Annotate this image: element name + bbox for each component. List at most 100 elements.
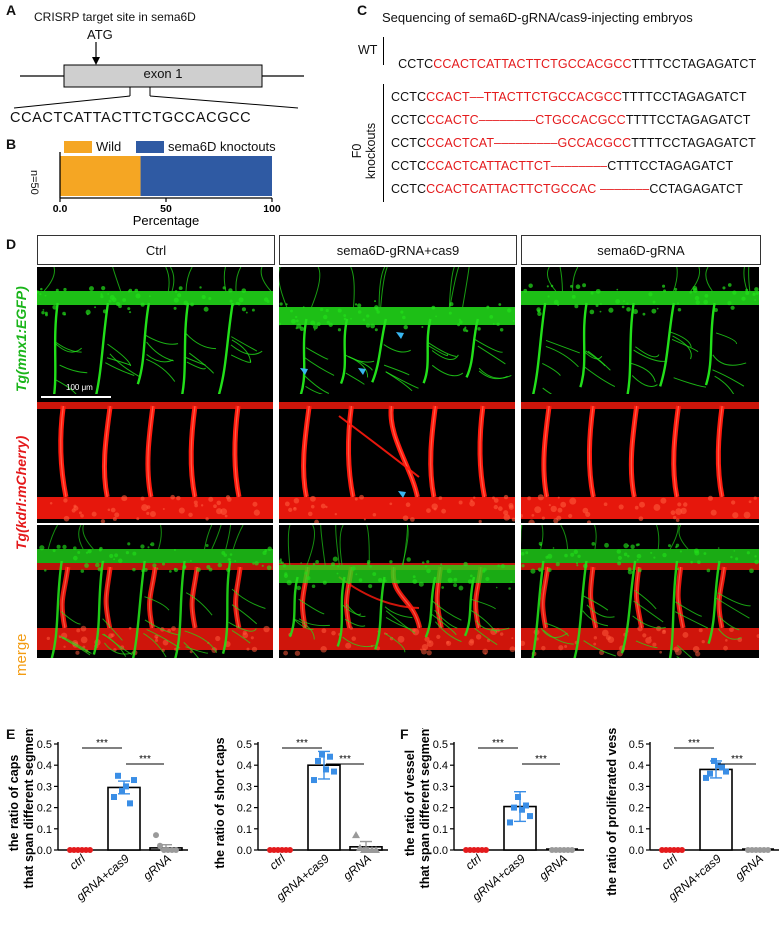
motor-axon	[288, 576, 299, 638]
green-speck	[570, 552, 575, 557]
ko-seq-post: CCTAGAGATCT	[649, 182, 744, 196]
vessel-texture	[521, 513, 523, 518]
data-point	[483, 847, 489, 853]
green-speck	[325, 308, 329, 313]
vessel-texture	[178, 507, 185, 514]
y-tick-label: 0.3	[433, 781, 448, 793]
vessel-texture	[569, 497, 577, 505]
panel-e-letter: E	[6, 726, 16, 742]
axon-branch	[545, 345, 579, 368]
x-category-label: ctrl	[659, 851, 681, 872]
panel-a-title: CRISRP target site in sema6D	[34, 10, 196, 24]
vessel-texture	[493, 498, 499, 503]
green-speck	[174, 549, 176, 552]
vessel-texture	[528, 519, 535, 523]
axon-branch	[631, 375, 658, 387]
vessel-texture	[100, 519, 106, 523]
dorsal-fiber	[170, 267, 175, 292]
green-speck	[667, 544, 672, 548]
axon-branch	[185, 332, 217, 350]
motor-axon	[132, 560, 146, 658]
green-speck	[730, 305, 735, 310]
vessel-texture	[146, 505, 151, 510]
green-speck	[365, 323, 371, 328]
axon-branch	[109, 353, 141, 378]
micrograph-r2-c1	[279, 525, 515, 658]
data-point	[87, 847, 93, 853]
green-speck	[589, 309, 595, 315]
green-speck	[732, 290, 737, 295]
vessel-texture	[310, 504, 315, 509]
axon-branch	[305, 385, 324, 394]
legend-ko-swatch	[136, 141, 164, 153]
vessel-texture	[603, 502, 608, 507]
green-speck	[677, 307, 682, 312]
vessel-texture	[424, 636, 430, 642]
axon-branch	[385, 616, 413, 631]
green-speck	[690, 560, 693, 564]
y-axis-label: that span different segments	[22, 728, 36, 888]
wt-seq-target: CCACTCATTACTTCTGCCACGCC	[433, 57, 632, 71]
micrograph-canvas	[279, 402, 515, 523]
wt-label: WT	[358, 43, 378, 57]
green-speck	[358, 578, 363, 582]
vessel-texture	[397, 635, 405, 643]
vessel-texture	[527, 496, 532, 501]
green-speck	[537, 311, 542, 316]
vessel-texture	[695, 651, 701, 657]
green-speck	[528, 283, 533, 288]
dorsal-fiber	[306, 525, 315, 566]
green-speck	[99, 546, 103, 551]
x-category-label: gRNA	[732, 852, 766, 883]
vessel-highlight	[673, 405, 680, 498]
green-speck	[651, 308, 657, 314]
dorsal-vessel	[521, 402, 759, 409]
vessel-texture	[670, 510, 676, 516]
column-header-ctrl: Ctrl	[37, 235, 275, 265]
green-speck	[575, 284, 581, 290]
axon-branch	[712, 369, 745, 387]
dorsal-fiber	[165, 267, 170, 292]
green-speck	[626, 302, 629, 305]
green-speck	[512, 320, 515, 322]
axon-branch	[60, 611, 81, 625]
vessel-texture	[80, 625, 87, 632]
green-speck	[448, 311, 452, 315]
vessel-texture	[503, 494, 509, 500]
x-tick-label: 100	[263, 203, 281, 215]
green-speck	[754, 559, 759, 565]
motor-axon	[658, 302, 676, 387]
vessel-texture	[675, 518, 680, 523]
axon-branch	[469, 598, 496, 610]
vessel-highlight	[147, 405, 154, 498]
green-speck	[343, 317, 347, 321]
vessel-texture	[307, 511, 313, 517]
axon-branch	[384, 606, 413, 619]
dorsal-fiber	[350, 267, 355, 308]
x-tick-label: 0.0	[53, 203, 68, 215]
vessel-texture	[213, 504, 217, 509]
vessel-texture	[49, 501, 53, 505]
green-speck	[351, 566, 356, 571]
dorsal-fiber	[673, 267, 678, 292]
data-point	[111, 794, 117, 800]
vessel-texture	[475, 634, 482, 640]
vessel-texture	[205, 517, 209, 521]
vessel-texture	[283, 650, 289, 656]
green-speck	[52, 549, 56, 553]
knockouts-label: knockouts	[364, 122, 378, 180]
ko-seq-red: CCACTCATTACTTCT––––––––	[426, 159, 608, 173]
axon-branch	[434, 609, 458, 629]
y-tick-label: 0.1	[37, 824, 52, 836]
vessel-texture	[482, 648, 489, 655]
green-speck	[552, 547, 555, 549]
vessel-texture	[537, 494, 544, 501]
axon-branch	[428, 345, 449, 357]
dorsal-fiber	[112, 267, 122, 292]
green-speck	[703, 299, 709, 305]
legend-wild-label: Wild	[96, 139, 122, 154]
green-speck	[279, 322, 282, 326]
green-speck	[312, 324, 318, 330]
vessel-texture	[331, 630, 336, 636]
axon-branch	[344, 618, 366, 627]
